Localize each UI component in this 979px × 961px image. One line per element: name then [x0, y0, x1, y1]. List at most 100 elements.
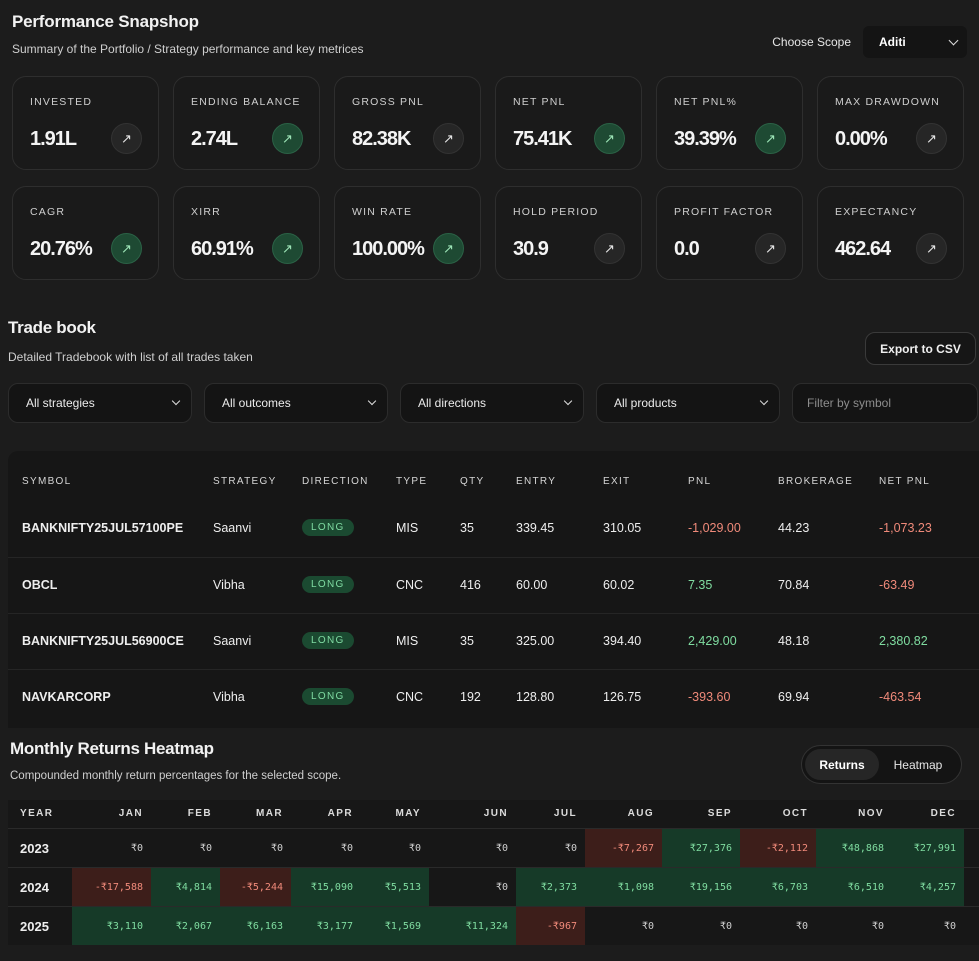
arrow-up-right-icon[interactable]: ↗: [916, 123, 947, 154]
direction-cell: LONG: [302, 519, 354, 536]
strategy-filter[interactable]: All strategies: [8, 383, 192, 423]
trade-table: SYMBOL STRATEGY DIRECTION TYPE QTY ENTRY EXIT P…: [8, 451, 979, 728]
metric-value: 60.91%: [191, 238, 254, 260]
arrow-up-right-icon[interactable]: ↗: [433, 233, 464, 264]
column-header: DIRECTION: [302, 476, 369, 487]
pnl-cell: -393.60: [688, 690, 731, 704]
arrow-up-right-icon[interactable]: ↗: [755, 233, 786, 264]
metric-label: NET PNL: [513, 96, 566, 108]
column-header: NET PNL: [879, 476, 931, 487]
metric-value: 82.38K: [352, 128, 411, 150]
net-pnl-cell: -1,073.23: [879, 521, 932, 535]
table-row[interactable]: NAVKARCORP Vibha LONG CNC 192 128.80 126.75 -39…: [8, 669, 979, 725]
arrow-up-right-icon[interactable]: ↗: [272, 233, 303, 264]
metric-label: HOLD PERIOD: [513, 206, 599, 218]
scope-label: Choose Scope: [772, 35, 851, 49]
scope-select[interactable]: Aditi: [863, 26, 967, 58]
arrow-up-right-icon[interactable]: ↗: [272, 123, 303, 154]
heatmap-cell: ₹0: [495, 842, 508, 854]
month-header: SEP: [707, 808, 732, 819]
arrow-up-right-icon[interactable]: ↗: [755, 123, 786, 154]
direction-filter-value: All directions: [418, 396, 487, 410]
heatmap-row: 2025 ₹3,110 ₹2,067 ₹6,163 ₹3,177 ₹1,569 ₹11,32…: [8, 906, 979, 945]
page-subtitle: Summary of the Portfolio / Strategy perf…: [12, 42, 364, 56]
strategy-cell: Saanvi: [213, 634, 252, 648]
arrow-up-right-icon[interactable]: ↗: [594, 233, 625, 264]
entry-cell: 325.00: [516, 634, 555, 648]
metric-card: NET PNL 75.41K ↗: [495, 76, 642, 170]
strategy-cell: Vibha: [213, 690, 245, 704]
arrow-up-right-icon[interactable]: ↗: [594, 123, 625, 154]
metric-card: WIN RATE 100.00% ↗: [334, 186, 481, 280]
brokerage-cell: 69.94: [778, 690, 810, 704]
metric-value: 100.00%: [352, 238, 425, 260]
month-header: JUN: [483, 808, 508, 819]
metric-label: XIRR: [191, 206, 221, 218]
metric-label: GROSS PNL: [352, 96, 425, 108]
scope-chooser: Choose Scope Aditi: [772, 26, 967, 58]
month-header: YEAR: [20, 808, 54, 819]
metric-value: 30.9: [513, 238, 549, 260]
type-cell: CNC: [396, 578, 424, 592]
heatmap-row: 2023 ₹0 ₹0 ₹0 ₹0 ₹0 ₹0 ₹0 -₹7,267 ₹27,376 -₹2,112 ₹…: [8, 828, 979, 867]
page-title: Performance Snapshop: [12, 12, 199, 31]
exit-cell: 310.05: [603, 521, 642, 535]
symbol-cell: BANKNIFTY25JUL57100PE: [22, 521, 184, 535]
monthly-returns-table: YEAR JAN FEB MAR APR MAY JUN JUL AUG SEP OCT NOV DEC…: [8, 800, 979, 945]
chevron-down-icon: [171, 396, 181, 406]
outcome-filter[interactable]: All outcomes: [204, 383, 388, 423]
heatmap-cell: ₹4,257: [892, 868, 964, 906]
arrow-up-right-icon[interactable]: ↗: [433, 123, 464, 154]
table-row[interactable]: BANKNIFTY25JUL57100PE Saanvi LONG MIS 35 339.…: [8, 501, 979, 557]
table-row[interactable]: OBCL Vibha LONG CNC 416 60.00 60.02 7.35 70.84 -6…: [8, 557, 979, 613]
metric-card: XIRR 60.91% ↗: [173, 186, 320, 280]
tradebook-subtitle: Detailed Tradebook with list of all trad…: [8, 350, 253, 364]
heatmap-cell: ₹6,163: [220, 907, 291, 945]
returns-toggle[interactable]: Returns: [805, 749, 879, 780]
symbol-cell: BANKNIFTY25JUL56900CE: [22, 634, 184, 648]
column-header: BROKERAGE: [778, 476, 854, 487]
heatmap-cell: ₹0: [130, 842, 143, 854]
direction-badge: LONG: [302, 632, 354, 649]
heatmap-cell: ₹15,090: [291, 868, 361, 906]
tradebook-header: Trade book Detailed Tradebook with list …: [8, 318, 253, 364]
metric-value: 2.74L: [191, 128, 238, 150]
heatmap-toggle[interactable]: Heatmap: [893, 757, 943, 772]
heatmap-cell: ₹0: [719, 920, 732, 932]
metric-value: 462.64: [835, 238, 891, 260]
tradebook-filters: All strategies All outcomes All directio…: [8, 383, 978, 423]
metric-card: INVESTED 1.91L ↗: [12, 76, 159, 170]
type-cell: CNC: [396, 690, 424, 704]
heatmap-cell: ₹0: [641, 920, 654, 932]
heatmap-cell: ₹2,067: [151, 907, 220, 945]
direction-cell: LONG: [302, 688, 354, 705]
heatmap-cell: ₹0: [943, 920, 956, 932]
export-csv-button[interactable]: Export to CSV: [865, 332, 976, 365]
arrow-up-right-icon[interactable]: ↗: [111, 123, 142, 154]
heatmap-cell: ₹19,156: [662, 868, 740, 906]
monthly-title: Monthly Returns Heatmap: [10, 739, 214, 758]
metric-label: NET PNL%: [674, 96, 738, 108]
metric-card: GROSS PNL 82.38K ↗: [334, 76, 481, 170]
strategy-filter-value: All strategies: [26, 396, 95, 410]
chevron-down-icon: [759, 396, 769, 406]
metric-card: PROFIT FACTOR 0.0 ↗: [656, 186, 803, 280]
symbol-filter-input[interactable]: Filter by symbol: [792, 383, 978, 423]
year-label: 2023: [20, 841, 49, 856]
exit-cell: 394.40: [603, 634, 642, 648]
arrow-up-right-icon[interactable]: ↗: [111, 233, 142, 264]
strategy-cell: Saanvi: [213, 521, 252, 535]
arrow-up-right-icon[interactable]: ↗: [916, 233, 947, 264]
metric-card: NET PNL% 39.39% ↗: [656, 76, 803, 170]
month-header: AUG: [627, 808, 654, 819]
product-filter[interactable]: All products: [596, 383, 780, 423]
chevron-down-icon: [948, 35, 959, 45]
net-pnl-cell: -63.49: [879, 578, 915, 592]
heatmap-cell: ₹1,098: [585, 868, 662, 906]
heatmap-cell: -₹7,267: [585, 829, 662, 867]
month-header: MAY: [395, 808, 421, 819]
month-header: JAN: [118, 808, 143, 819]
direction-filter[interactable]: All directions: [400, 383, 584, 423]
entry-cell: 60.00: [516, 578, 548, 592]
table-row[interactable]: BANKNIFTY25JUL56900CE Saanvi LONG MIS 35 325.…: [8, 613, 979, 669]
